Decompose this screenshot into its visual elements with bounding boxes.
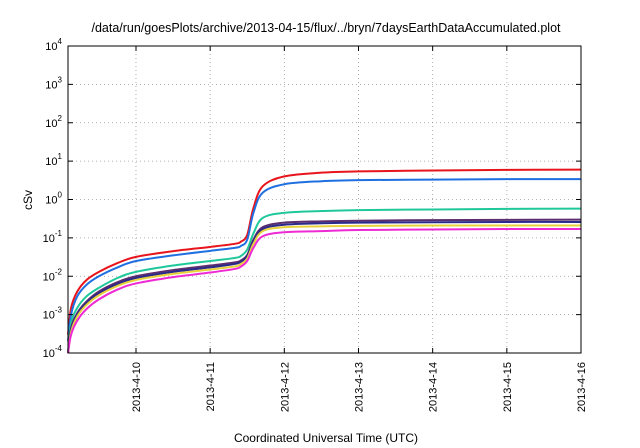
ticks — [68, 45, 582, 354]
y-tick-label: 104 — [45, 37, 62, 53]
y-tick-label: 10-3 — [43, 306, 63, 322]
series-line-6 — [67, 224, 581, 354]
y-tick-label: 100 — [45, 191, 62, 207]
y-tick-label: 10-2 — [43, 267, 63, 283]
x-tick-labels: 2013-4-10 2013-4-11 2013-4-12 2013-4-13 2013… — [131, 362, 588, 412]
x-tick-label: 2013-4-11 — [205, 362, 217, 411]
y-tick-label: 103 — [45, 75, 62, 91]
y-tick-label: 10-4 — [43, 344, 63, 360]
x-axis-label: Coordinated Universal Time (UTC) — [234, 431, 418, 445]
y-tick-label: 10-1 — [43, 229, 63, 245]
series-group — [67, 168, 582, 354]
x-tick-label: 2013-4-13 — [353, 362, 365, 412]
series-line-7 — [67, 227, 582, 354]
x-tick-label: 2013-4-10 — [131, 362, 143, 412]
x-tick-label: 2013-4-12 — [279, 362, 291, 412]
series-line-1 — [67, 168, 582, 335]
x-tick-label: 2013-4-16 — [576, 362, 588, 412]
y-tick-labels: 10-4 10-3 10-2 10-1 100 101 102 103 104 — [43, 37, 63, 360]
series-line-4 — [67, 218, 582, 354]
y-axis-label: cSv — [21, 190, 35, 210]
x-tick-label: 2013-4-15 — [502, 362, 514, 412]
chart-title: /data/run/goesPlots/archive/2013-04-15/f… — [91, 21, 561, 35]
y-tick-label: 102 — [45, 114, 62, 130]
grid — [68, 46, 581, 353]
series-line-3 — [67, 207, 582, 354]
x-tick-label: 2013-4-14 — [428, 362, 440, 412]
y-tick-label: 101 — [45, 152, 62, 168]
series-line-5 — [67, 220, 582, 354]
series-line-2 — [67, 178, 582, 342]
